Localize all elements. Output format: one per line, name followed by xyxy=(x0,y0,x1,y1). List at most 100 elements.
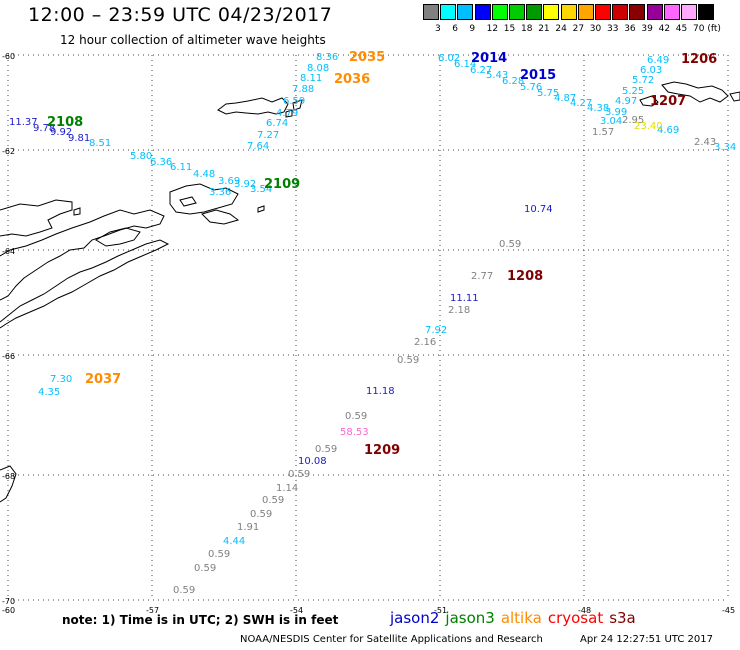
wave-height-value: 3.69 xyxy=(218,176,240,187)
wave-height-value: 6.11 xyxy=(170,162,192,173)
scale-label: 12 xyxy=(486,24,499,34)
wave-height-value: 0.59 xyxy=(262,495,284,506)
wave-height-value: 2.77 xyxy=(471,271,493,282)
wave-height-value: 23.40 xyxy=(634,121,663,132)
scale-label: 27 xyxy=(572,24,585,34)
wave-height-value: 8.51 xyxy=(89,138,111,149)
scale-swatch xyxy=(629,4,646,20)
scale-swatch xyxy=(543,4,560,20)
lat-label: -60 xyxy=(2,52,15,61)
scale-label: 39 xyxy=(641,24,653,34)
pass-id-label: 1206 xyxy=(681,52,717,67)
lat-label: -68 xyxy=(2,472,15,481)
pass-id-label: 2015 xyxy=(520,68,556,83)
wave-height-value: 11.18 xyxy=(366,386,395,397)
scale-label: 36 xyxy=(624,24,636,34)
wave-height-value: 5.25 xyxy=(622,86,644,97)
wave-height-value: 6.14 xyxy=(454,59,476,70)
scale-swatch xyxy=(440,4,457,20)
scale-swatch xyxy=(560,4,577,20)
wave-height-value: 8.36 xyxy=(316,52,338,63)
wave-height-value: 4.48 xyxy=(193,169,215,180)
legend-entry-altika: altika xyxy=(500,609,542,627)
wave-height-value: 0.59 xyxy=(194,563,216,574)
wave-height-value: 6.59 xyxy=(283,96,305,107)
wave-height-value: 3.92 xyxy=(234,179,256,190)
wave-height-value: 2.43 xyxy=(694,137,716,148)
wave-height-value: 3.54 xyxy=(250,184,272,195)
wave-height-value: 7.64 xyxy=(247,141,269,152)
lat-label: -70 xyxy=(2,597,15,606)
wave-height-value: 4.87 xyxy=(554,93,576,104)
wave-height-value: 6.03 xyxy=(640,65,662,76)
pass-id-label: 1207 xyxy=(650,94,686,109)
wave-height-value: 6.28 xyxy=(502,76,524,87)
wave-height-value: 7.30 xyxy=(50,374,72,385)
wave-height-value: 2.95 xyxy=(622,115,644,126)
legend-entry-jason3: jason3 xyxy=(445,609,495,627)
wave-height-value: 0.59 xyxy=(208,549,230,560)
wave-height-value: 10.08 xyxy=(298,456,327,467)
wave-height-labels: 11.379.789.929.818.51 5.806.366.114.483.6… xyxy=(9,52,736,596)
wave-height-value: 5.80 xyxy=(130,151,152,162)
wave-height-value: 11.37 xyxy=(9,117,38,128)
legend-entry-cryosat: cryosat xyxy=(547,609,604,627)
scale-label: 45 xyxy=(675,24,688,34)
scale-swatch xyxy=(526,4,543,20)
satellite-legend: jason2 jason3 altika cryosat s3a xyxy=(390,609,642,627)
pass-id-label: 1209 xyxy=(364,443,400,458)
wave-height-value: 1.91 xyxy=(237,522,259,533)
wave-height-value: 1.57 xyxy=(592,127,614,138)
wave-height-value: 0.59 xyxy=(345,411,367,422)
wave-height-value: 2.16 xyxy=(414,337,436,348)
generation-timestamp: Apr 24 12:27:51 UTC 2017 xyxy=(580,634,713,645)
wave-height-value: 6.74 xyxy=(266,118,288,129)
wave-height-value: 6.02 xyxy=(438,53,460,64)
scale-label: 18 xyxy=(521,24,533,34)
wave-height-value: 4.44 xyxy=(223,536,245,547)
wave-height-value: 0.59 xyxy=(250,509,272,520)
lat-label: -62 xyxy=(2,147,15,156)
scale-label: 24 xyxy=(555,24,567,34)
wave-height-value: 5.76 xyxy=(520,82,542,93)
pass-id-label: 2014 xyxy=(471,51,507,66)
wave-height-value: 7.27 xyxy=(257,130,279,141)
wave-height-value: 4.69 xyxy=(657,125,679,136)
wave-height-value: 9.78 xyxy=(33,123,55,134)
scale-swatch xyxy=(457,4,474,20)
scale-label: 70 (ft) xyxy=(693,24,721,34)
wave-height-value: 0.59 xyxy=(315,444,337,455)
wave-height-value: 5.72 xyxy=(632,75,654,86)
wave-height-value: 4.35 xyxy=(38,387,60,398)
scale-swatch xyxy=(509,4,525,20)
lat-lon-grid: -60 -62 -64 -66 -68 -70 -57 -54 -51 -48 -45 -60 xyxy=(2,52,735,615)
wave-height-value: 4.97 xyxy=(615,96,637,107)
pass-id-label: 2037 xyxy=(85,372,121,387)
pass-id-labels: 2108 2035 2036 2014 2015 1206 1207 2109 1208 2037… xyxy=(47,50,717,458)
wave-height-value: 0.59 xyxy=(499,239,521,250)
scale-swatch xyxy=(681,4,697,20)
pass-id-label: 2109 xyxy=(264,177,300,192)
wave-height-value: 6.27 xyxy=(470,65,492,76)
pass-id-label: 2035 xyxy=(349,50,385,65)
scale-swatch xyxy=(595,4,611,20)
map-subtitle: 12 hour collection of altimeter wave hei… xyxy=(60,33,326,47)
scale-swatch xyxy=(474,4,491,20)
wave-height-value: 1.14 xyxy=(276,483,298,494)
lon-label: -54 xyxy=(290,606,303,615)
wave-height-value: 4.27 xyxy=(570,98,592,109)
scale-swatch xyxy=(646,4,663,20)
lon-label: -45 xyxy=(722,606,735,615)
wave-height-value: 2.18 xyxy=(448,305,470,316)
wave-height-value: 7.88 xyxy=(292,84,314,95)
scale-label: 42 xyxy=(658,24,671,34)
scale-swatch xyxy=(423,4,439,20)
footer-note: note: 1) Time is in UTC; 2) SWH is in fe… xyxy=(62,613,339,627)
wave-height-value: 58.53 xyxy=(340,427,369,438)
scale-swatch xyxy=(698,4,715,20)
pass-id-label: 1208 xyxy=(507,269,543,284)
map-title: 12:00 – 23:59 UTC 04/23/2017 xyxy=(28,4,333,26)
wave-height-value: 6.36 xyxy=(150,157,172,168)
pass-id-label: 2108 xyxy=(47,115,83,130)
